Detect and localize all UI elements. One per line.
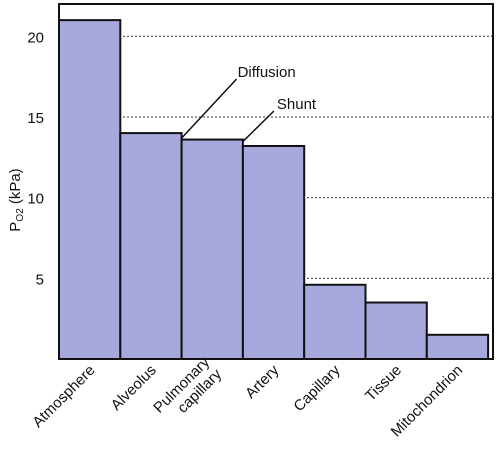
bar bbox=[425, 333, 490, 360]
annotation-leader-line bbox=[181, 78, 238, 139]
category-label: Pulmonarycapillary bbox=[150, 353, 225, 428]
y-tick-labels: 5 10 15 20 bbox=[27, 29, 44, 288]
y-tick-label: 15 bbox=[27, 110, 44, 127]
y-tick-label: 10 bbox=[27, 191, 44, 208]
y-axis-title: PO2 (kPa) bbox=[7, 168, 26, 231]
bar bbox=[180, 138, 244, 360]
plot-frame bbox=[58, 3, 494, 360]
annotation-label: Shunt bbox=[277, 96, 317, 113]
annotation-leader-line bbox=[242, 110, 275, 143]
y-tick-label: 5 bbox=[36, 271, 44, 288]
category-label: Artery bbox=[242, 361, 283, 402]
category-label: Atmosphere bbox=[29, 362, 98, 431]
bar bbox=[241, 145, 306, 360]
bar bbox=[58, 19, 122, 361]
category-label: Tissue bbox=[362, 362, 405, 405]
annotations: Diffusion Shunt bbox=[181, 64, 317, 143]
category-label: Capillary bbox=[290, 361, 344, 415]
bar bbox=[119, 132, 183, 360]
bar bbox=[364, 301, 428, 361]
axes bbox=[58, 3, 494, 360]
annotation-label: Diffusion bbox=[238, 64, 296, 81]
bar bbox=[303, 283, 367, 361]
y-tick-label: 20 bbox=[27, 29, 44, 46]
